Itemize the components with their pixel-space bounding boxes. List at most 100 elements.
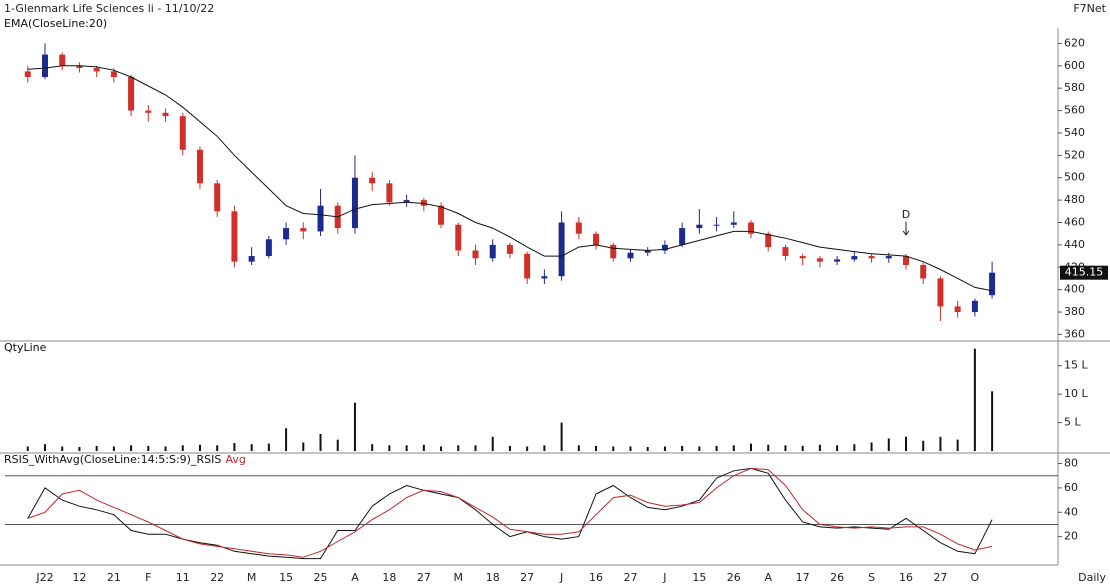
volume-bar bbox=[26, 446, 29, 451]
candle-body bbox=[265, 239, 272, 257]
volume-bar bbox=[818, 444, 821, 451]
volume-bar bbox=[457, 445, 460, 451]
candle-body bbox=[834, 259, 841, 262]
x-tick-label: 15 bbox=[279, 571, 293, 584]
volume-bar bbox=[612, 446, 615, 451]
volume-bar bbox=[112, 446, 115, 451]
volume-bar bbox=[216, 445, 219, 451]
candle-body bbox=[920, 265, 927, 279]
volume-bar bbox=[853, 444, 856, 451]
x-tick-label: 25 bbox=[314, 571, 328, 584]
candle-body bbox=[128, 77, 135, 111]
volume-bar bbox=[371, 444, 374, 451]
x-tick-label: 22 bbox=[210, 571, 224, 584]
y-tick-label: 460 bbox=[1064, 215, 1085, 228]
x-tick-label: 26 bbox=[830, 571, 844, 584]
legend-entry: QtyLine bbox=[4, 341, 47, 354]
volume-bar bbox=[302, 442, 305, 451]
candle-body bbox=[317, 205, 324, 232]
candle-body bbox=[765, 233, 772, 248]
y-tick-label: 5 L bbox=[1064, 416, 1081, 429]
volume-bar bbox=[887, 438, 890, 451]
x-tick-label: 18 bbox=[486, 571, 500, 584]
x-tick-label: J bbox=[662, 571, 666, 584]
volume-bar bbox=[440, 446, 443, 451]
x-tick-label: 27 bbox=[933, 571, 947, 584]
volume-bar bbox=[767, 444, 770, 451]
volume-bar bbox=[595, 445, 598, 451]
volume-bar bbox=[44, 444, 46, 451]
candle-body bbox=[472, 250, 479, 259]
legend: RSIS_WithAvg(CloseLine:14:5:S:9)_RSIS Avg bbox=[4, 453, 246, 466]
candle-body bbox=[24, 71, 31, 78]
volume-bar bbox=[560, 422, 563, 451]
volume-bar bbox=[922, 440, 925, 451]
candle-body bbox=[420, 200, 427, 206]
volume-bar bbox=[405, 445, 408, 451]
candle-body bbox=[782, 247, 789, 257]
x-tick-label: A bbox=[764, 571, 772, 584]
volume-bar bbox=[508, 445, 511, 451]
volume-bar bbox=[267, 443, 270, 451]
volume-bar bbox=[543, 445, 546, 451]
y-tick-label: 560 bbox=[1064, 104, 1085, 117]
x-tick-label: 21 bbox=[107, 571, 121, 584]
volume-bar bbox=[164, 446, 167, 451]
y-tick-label: 380 bbox=[1064, 305, 1085, 318]
candle-body bbox=[575, 222, 582, 234]
x-tick-label: M bbox=[247, 571, 257, 584]
legend-entry: RSIS_WithAvg(CloseLine:14:5:S:9)_RSIS bbox=[4, 453, 222, 466]
y-tick-label: 80 bbox=[1064, 457, 1078, 470]
x-tick-label: 15 bbox=[692, 571, 706, 584]
x-tick-label: S bbox=[868, 571, 875, 584]
volume-bar bbox=[698, 446, 701, 451]
last-price-label: 415.15 bbox=[1065, 266, 1104, 279]
source-label: F7Net bbox=[1073, 2, 1106, 15]
legend: QtyLine bbox=[4, 341, 47, 354]
candle-body bbox=[885, 256, 892, 259]
candle-body bbox=[283, 228, 290, 240]
y-tick-label: 20 bbox=[1064, 530, 1078, 543]
candle-body bbox=[661, 244, 668, 251]
volume-bar bbox=[474, 445, 477, 451]
candle-body bbox=[627, 252, 634, 259]
volume-bar bbox=[973, 348, 976, 451]
x-tick-label: 12 bbox=[72, 571, 86, 584]
volume-bar bbox=[353, 402, 356, 451]
volume-bar bbox=[250, 444, 253, 451]
y-tick-label: 580 bbox=[1064, 81, 1085, 94]
volume-bar bbox=[991, 391, 994, 451]
candle-body bbox=[558, 222, 565, 277]
volume-bar bbox=[319, 433, 322, 451]
x-tick-label: J bbox=[559, 571, 563, 584]
volume-bar bbox=[130, 445, 133, 451]
y-tick-label: 620 bbox=[1064, 36, 1085, 49]
volume-bar bbox=[939, 436, 942, 451]
volume-bar bbox=[715, 445, 718, 451]
y-tick-label: 440 bbox=[1064, 238, 1085, 251]
x-tick-label: 18 bbox=[382, 571, 396, 584]
candle-body bbox=[179, 116, 186, 150]
candle-body bbox=[679, 228, 686, 245]
x-tick-label: 26 bbox=[727, 571, 741, 584]
candle-body bbox=[971, 300, 978, 313]
volume-bar bbox=[646, 447, 649, 451]
y-tick-label: 40 bbox=[1064, 505, 1078, 518]
candle-body bbox=[248, 256, 255, 262]
candle-body bbox=[713, 224, 720, 226]
y-tick-label: 360 bbox=[1064, 327, 1085, 340]
candle-body bbox=[300, 228, 307, 232]
y-tick-label: 480 bbox=[1064, 193, 1085, 206]
volume-bar bbox=[956, 439, 959, 451]
candle-body bbox=[593, 233, 600, 245]
volume-bar bbox=[905, 436, 907, 451]
y-tick-label: 60 bbox=[1064, 481, 1078, 494]
candle-body bbox=[386, 183, 393, 203]
volume-bar bbox=[801, 445, 804, 451]
x-tick-label: 16 bbox=[899, 571, 913, 584]
volume-bar bbox=[181, 445, 184, 451]
legend: EMA(CloseLine:20) bbox=[4, 17, 107, 30]
y-tick-label: 520 bbox=[1064, 148, 1085, 161]
candle-body bbox=[196, 149, 203, 184]
x-tick-label: 27 bbox=[520, 571, 534, 584]
